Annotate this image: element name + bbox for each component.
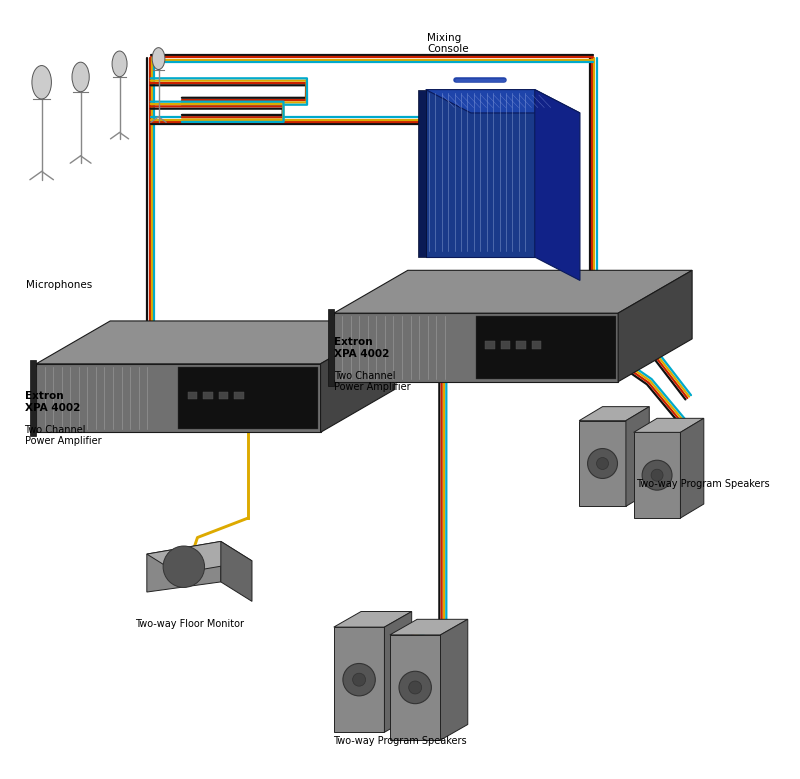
Polygon shape <box>618 270 692 382</box>
Polygon shape <box>579 421 626 506</box>
Polygon shape <box>334 270 692 313</box>
Circle shape <box>353 673 366 686</box>
Bar <box>188 392 197 400</box>
Polygon shape <box>634 432 681 518</box>
Circle shape <box>587 449 618 478</box>
Bar <box>501 341 510 349</box>
Text: Two-way Program Speakers: Two-way Program Speakers <box>637 479 770 489</box>
Polygon shape <box>426 90 580 113</box>
Polygon shape <box>334 313 618 382</box>
Polygon shape <box>334 627 385 732</box>
Text: Two-way Program Speakers: Two-way Program Speakers <box>333 736 467 746</box>
Bar <box>219 392 228 400</box>
Circle shape <box>409 681 422 694</box>
Polygon shape <box>390 619 468 635</box>
Circle shape <box>343 664 375 696</box>
Polygon shape <box>634 418 704 432</box>
Circle shape <box>642 460 672 490</box>
Polygon shape <box>626 407 650 506</box>
Polygon shape <box>390 635 441 740</box>
Polygon shape <box>441 619 468 740</box>
Text: Extron
XPA 4002: Extron XPA 4002 <box>334 337 389 359</box>
Ellipse shape <box>32 65 51 99</box>
Text: Two-way Floor Monitor: Two-way Floor Monitor <box>135 619 244 629</box>
Bar <box>532 341 542 349</box>
Polygon shape <box>534 90 580 280</box>
Circle shape <box>597 457 609 470</box>
Ellipse shape <box>112 51 127 77</box>
Polygon shape <box>147 541 252 573</box>
Polygon shape <box>334 612 412 627</box>
Text: Mixing
Console: Mixing Console <box>427 33 469 55</box>
Polygon shape <box>321 321 394 432</box>
Polygon shape <box>327 309 334 386</box>
Circle shape <box>399 671 431 703</box>
Polygon shape <box>36 364 321 432</box>
Bar <box>234 392 244 400</box>
Polygon shape <box>147 541 221 592</box>
Polygon shape <box>36 321 394 364</box>
Polygon shape <box>476 316 616 379</box>
Bar <box>203 392 213 400</box>
Polygon shape <box>579 407 650 421</box>
Polygon shape <box>426 90 534 257</box>
Circle shape <box>163 546 205 587</box>
Polygon shape <box>385 612 412 732</box>
Bar <box>486 341 494 349</box>
Text: Microphones: Microphones <box>26 280 92 291</box>
Polygon shape <box>178 367 318 429</box>
Text: Two Channel
Power Amplifier: Two Channel Power Amplifier <box>25 425 101 446</box>
Polygon shape <box>221 541 252 601</box>
Text: Two Channel
Power Amplifier: Two Channel Power Amplifier <box>334 371 410 393</box>
Ellipse shape <box>72 62 90 92</box>
Polygon shape <box>418 90 426 257</box>
Circle shape <box>651 469 663 481</box>
Polygon shape <box>30 360 36 436</box>
Ellipse shape <box>152 48 165 69</box>
Text: Extron
XPA 4002: Extron XPA 4002 <box>25 391 80 413</box>
Bar <box>517 341 526 349</box>
Polygon shape <box>681 418 704 518</box>
